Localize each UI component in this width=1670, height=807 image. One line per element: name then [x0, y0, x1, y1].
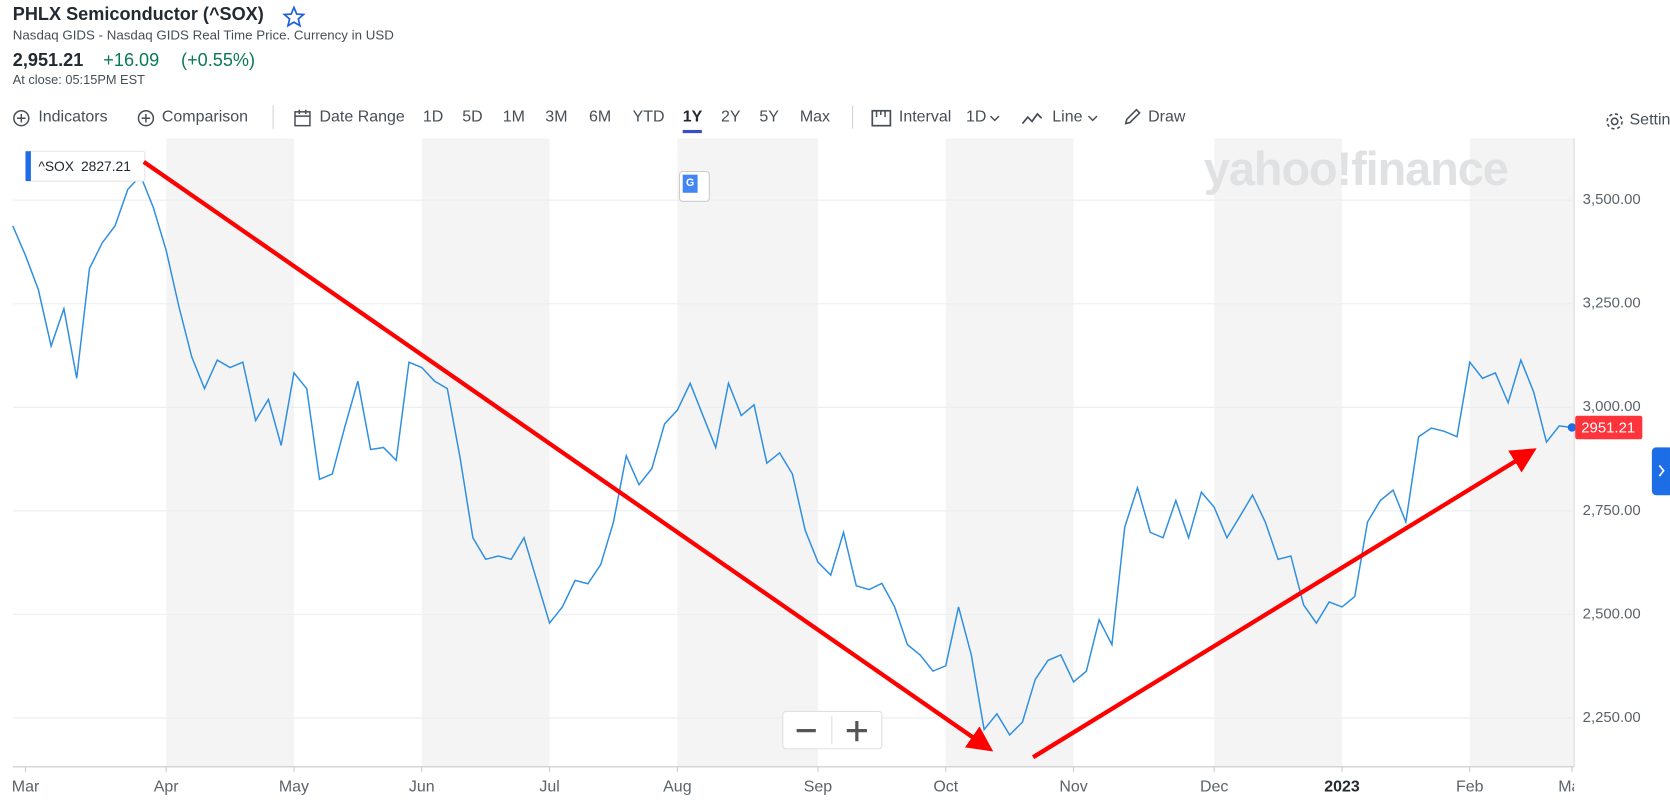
annotation-arrow — [1031, 448, 1537, 760]
line-icon — [1021, 112, 1043, 125]
range-button[interactable]: YTD — [632, 107, 665, 126]
change: +16.09 — [103, 50, 160, 71]
interval-label: Interval — [898, 107, 952, 126]
x-tick-label: Jun — [409, 778, 435, 795]
y-tick-label: 3,000.00 — [1583, 399, 1641, 415]
y-tick-label: 2,750.00 — [1583, 503, 1641, 519]
side-tab[interactable] — [1651, 447, 1670, 496]
x-tick-label: Mar — [12, 778, 40, 795]
translate-icon: G — [678, 170, 710, 202]
last-point — [1567, 423, 1577, 432]
range-button[interactable]: 1D — [422, 107, 444, 126]
legend-value: 2827.21 — [81, 158, 131, 174]
hover-legend: ^SOX 2827.21 — [25, 150, 146, 182]
x-tick-label: Dec — [1200, 778, 1228, 795]
subtitle: Nasdaq GIDS - Nasdaq GIDS Real Time Pric… — [12, 27, 394, 43]
plus-icon — [13, 110, 30, 127]
y-tick-label: 3,500.00 — [1583, 192, 1641, 208]
chart-type-button[interactable]: Line — [1052, 107, 1083, 126]
range-button[interactable]: 6M — [588, 107, 612, 126]
range-button[interactable]: 1M — [502, 107, 525, 126]
x-tick-label: 2023 — [1324, 778, 1360, 795]
legend-name: ^SOX — [38, 158, 74, 174]
separator — [852, 105, 854, 129]
range-button[interactable]: 3M — [545, 107, 568, 126]
indicators-button[interactable]: Indicators — [38, 107, 108, 126]
y-tick-label: 2,250.00 — [1583, 710, 1641, 726]
zoom-control — [782, 710, 883, 750]
watermark: yahoo!finance — [1204, 143, 1508, 195]
last-price-tag — [1575, 415, 1643, 440]
settings-icon — [1606, 113, 1623, 130]
month-band — [677, 138, 818, 767]
range-button[interactable]: Max — [799, 107, 831, 126]
month-bands — [166, 138, 1575, 767]
range-button[interactable]: 5Y — [759, 107, 779, 126]
interval-icon — [871, 109, 892, 127]
title: PHLX Semiconductor (^SOX) — [12, 4, 264, 25]
range-button[interactable]: 2Y — [721, 107, 741, 126]
chevron — [989, 115, 1000, 122]
x-tick-label: Feb — [1456, 778, 1484, 795]
settings-button[interactable]: Settings — [1629, 110, 1670, 129]
legend-swatch — [25, 151, 31, 182]
month-band — [945, 138, 1074, 767]
separator — [272, 105, 274, 129]
close-time: At close: 05:15PM EST — [12, 72, 145, 88]
y-tick-label: 3,250.00 — [1583, 296, 1641, 312]
price: 2,951.21 — [12, 50, 84, 71]
x-tick-label: Oct — [933, 778, 958, 795]
comparison-button[interactable]: Comparison — [161, 107, 249, 126]
change-percent: (+0.55%) — [181, 50, 256, 71]
month-band — [166, 138, 294, 767]
chevron — [1087, 115, 1098, 122]
x-tick-label: Nov — [1059, 778, 1087, 795]
draw-button[interactable]: Draw — [1148, 107, 1186, 126]
plus-icon — [137, 110, 155, 127]
date-range-button[interactable]: Date Range — [319, 107, 405, 126]
month-band — [421, 138, 550, 767]
price-line — [12, 174, 1573, 737]
x-tick-label: May — [279, 778, 309, 795]
y-tick-label: 2,500.00 — [1583, 606, 1641, 622]
draw-icon — [1124, 108, 1141, 125]
interval-value[interactable]: 1D — [966, 107, 987, 126]
x-tick-label: Sep — [804, 778, 833, 795]
svg-text:G: G — [686, 177, 694, 189]
month-band — [1214, 138, 1342, 767]
x-tick-label: Mar — [1558, 778, 1586, 795]
last-price-label: 2951.21 — [1581, 421, 1635, 437]
x-tick-label: Apr — [154, 778, 180, 795]
month-band — [1469, 138, 1575, 767]
range-button[interactable]: 1Y — [682, 107, 703, 134]
annotation-arrow — [142, 160, 994, 752]
x-tick-label: Aug — [663, 778, 691, 795]
x-tick-label: Jul — [539, 778, 559, 795]
x-axis: Mar Apr May Jun Jul Aug Sep Oct Nov Dec 2023 Feb Mar — [12, 766, 1586, 795]
star-icon[interactable] — [282, 5, 306, 28]
calendar-icon — [294, 109, 311, 127]
plot: 2951.21 ^SOX 2827.21 — [12, 150, 1643, 737]
range-button[interactable]: 5D — [462, 107, 483, 126]
